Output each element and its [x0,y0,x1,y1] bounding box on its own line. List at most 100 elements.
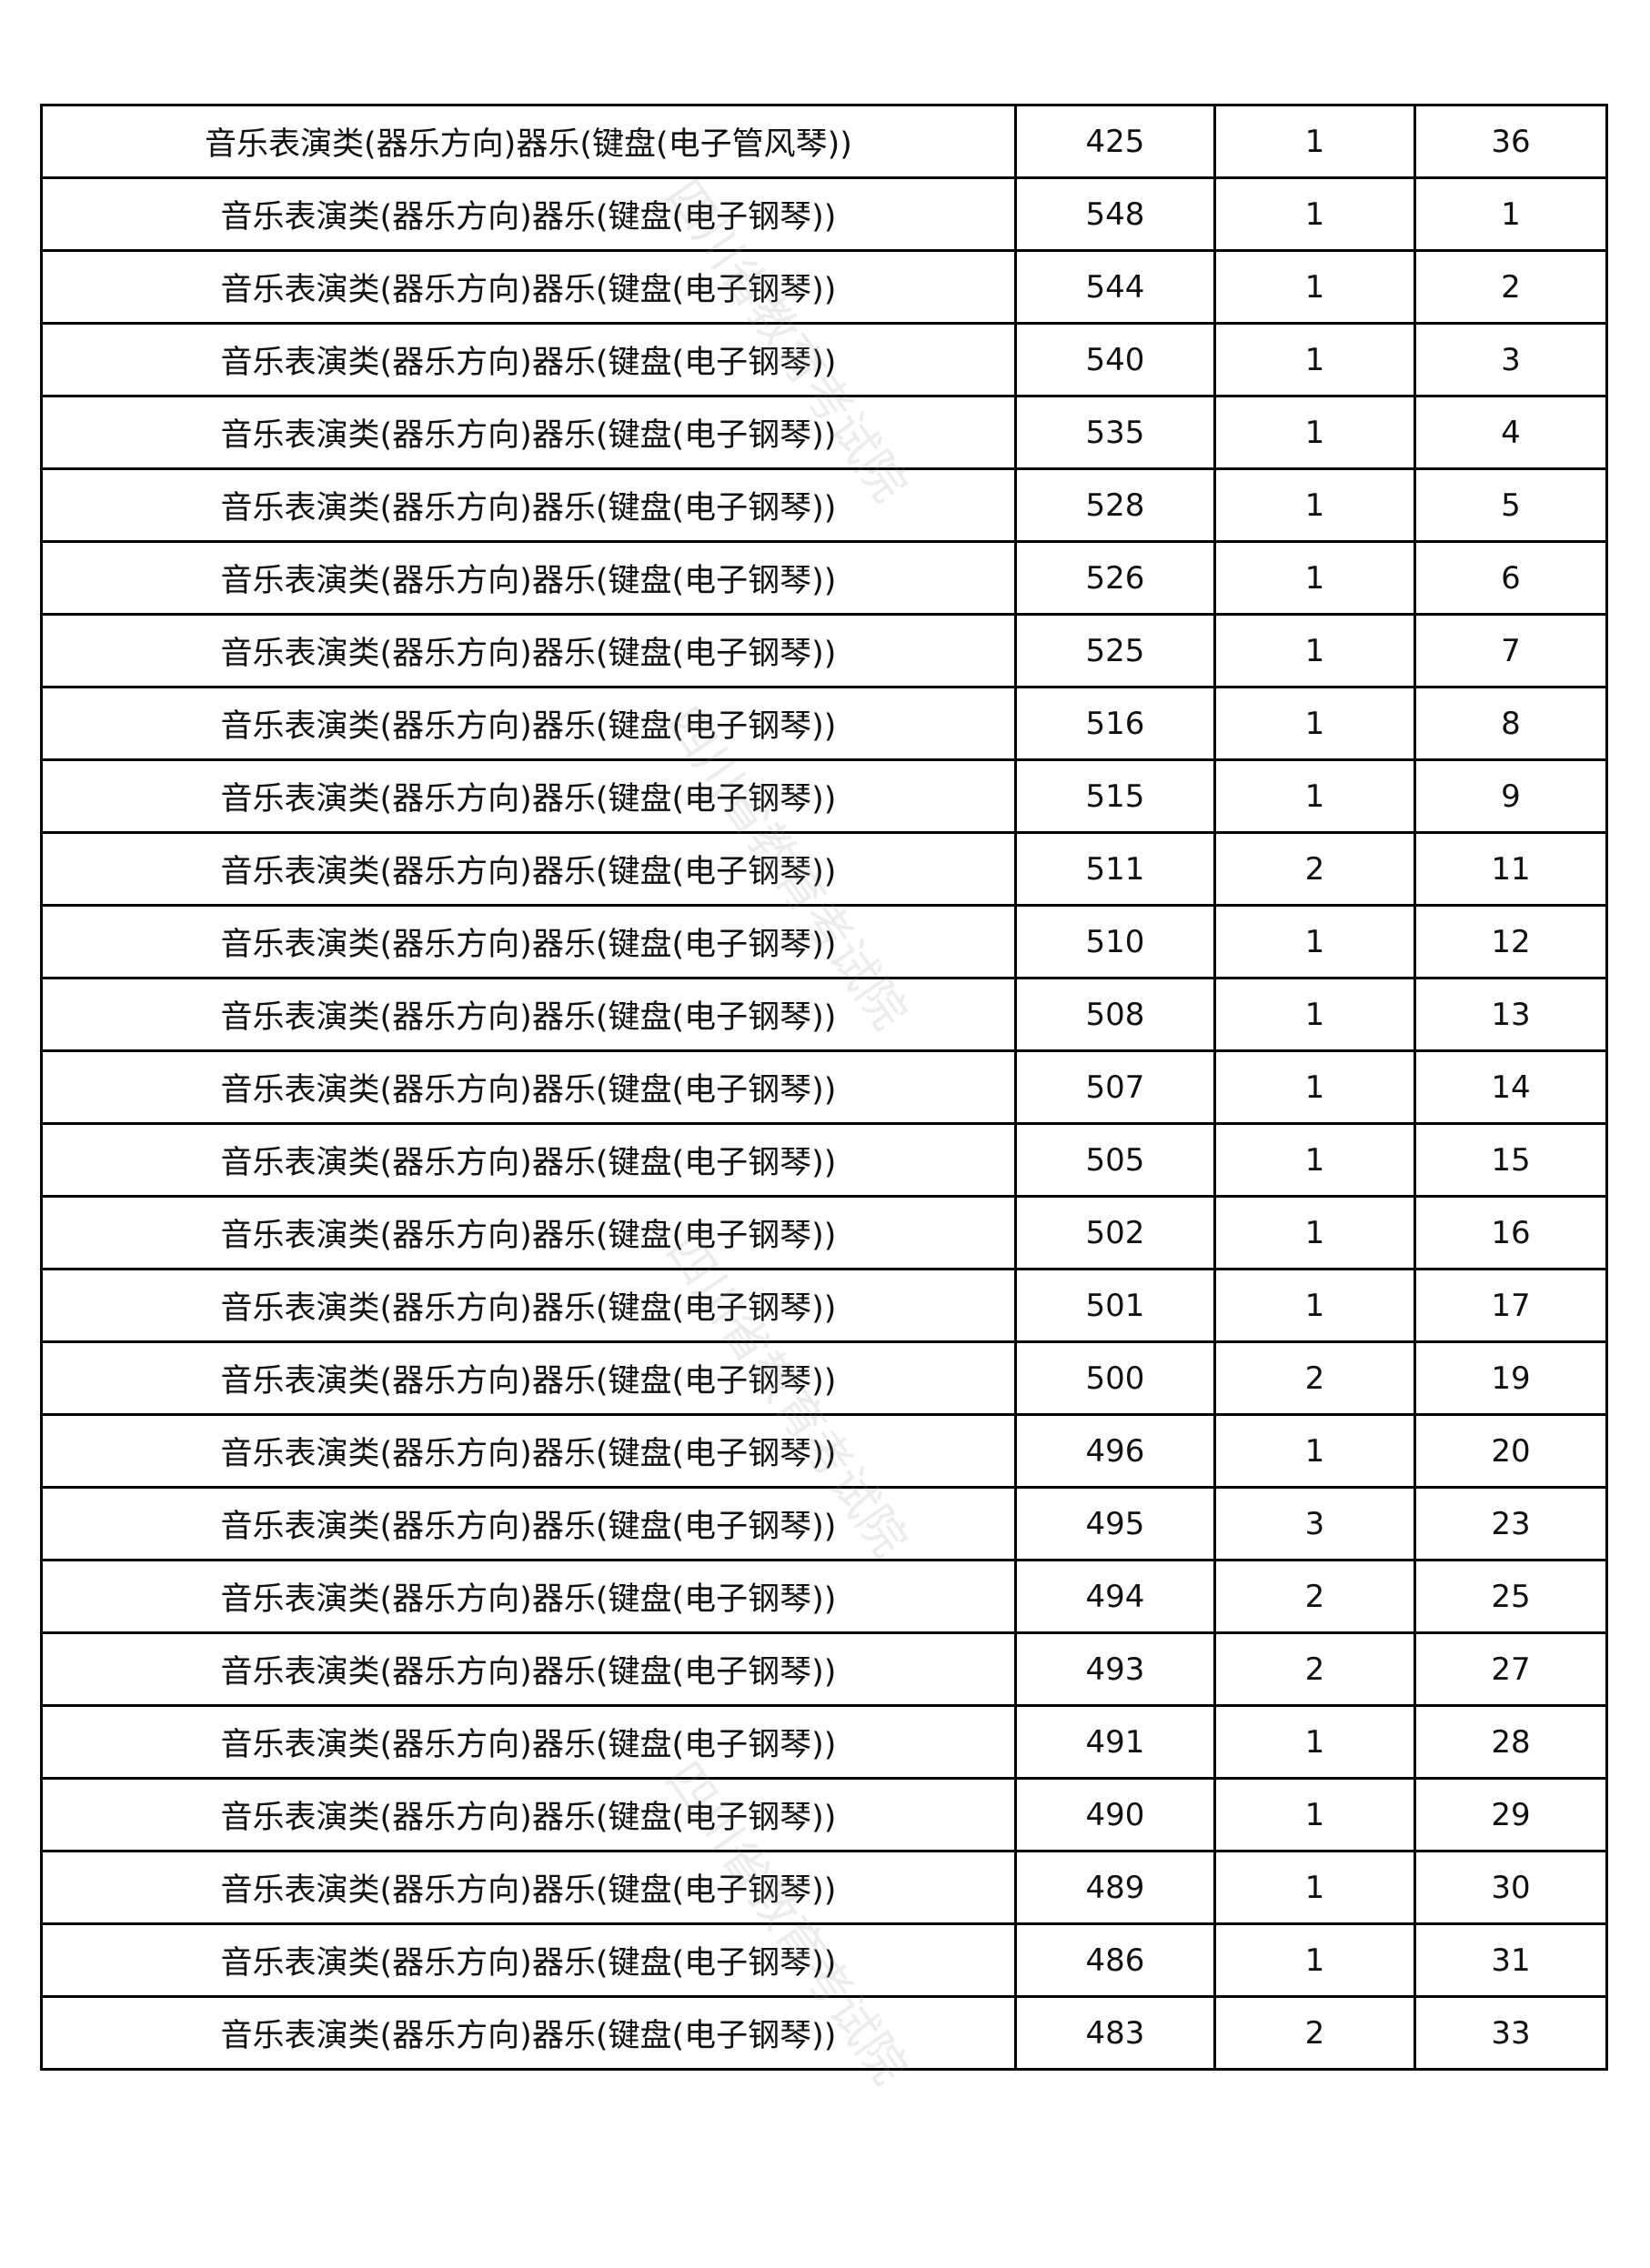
cumulative-cell: 30 [1414,1850,1608,1925]
major-cell: 音乐表演类(器乐方向)器乐(键盘(电子钢琴)) [40,1559,1017,1634]
table-row: 音乐表演类(器乐方向)器乐(键盘(电子钢琴)) 508 1 13 [40,977,1608,1052]
score-cell: 493 [1014,1631,1216,1707]
score-cell: 500 [1014,1340,1216,1416]
score-cell: 483 [1014,1995,1216,2071]
count-cell: 1 [1213,540,1416,616]
table-row: 音乐表演类(器乐方向)器乐(键盘(电子钢琴)) 483 2 33 [40,1995,1608,2071]
count-cell: 2 [1213,1559,1416,1634]
cumulative-cell: 27 [1414,1631,1608,1707]
table-row: 音乐表演类(器乐方向)器乐(键盘(电子钢琴)) 490 1 29 [40,1777,1608,1852]
count-cell: 2 [1213,831,1416,907]
major-cell: 音乐表演类(器乐方向)器乐(键盘(电子钢琴)) [40,977,1017,1052]
cumulative-cell: 6 [1414,540,1608,616]
cumulative-cell: 36 [1414,104,1608,179]
score-table: 音乐表演类(器乐方向)器乐(键盘(电子管风琴)) 425 1 36 音乐表演类(器乐方向… [40,104,1608,2071]
count-cell: 1 [1213,1704,1416,1780]
score-cell: 505 [1014,1122,1216,1198]
table-row: 音乐表演类(器乐方向)器乐(键盘(电子钢琴)) 548 1 1 [40,176,1608,252]
count-cell: 1 [1213,176,1416,252]
score-cell: 496 [1014,1413,1216,1489]
score-cell: 511 [1014,831,1216,907]
cumulative-cell: 13 [1414,977,1608,1052]
count-cell: 1 [1213,758,1416,834]
major-cell: 音乐表演类(器乐方向)器乐(键盘(电子钢琴)) [40,1704,1017,1780]
table-row: 音乐表演类(器乐方向)器乐(键盘(电子钢琴)) 540 1 3 [40,322,1608,397]
cumulative-cell: 17 [1414,1268,1608,1343]
count-cell: 1 [1213,395,1416,470]
count-cell: 1 [1213,904,1416,979]
score-cell: 502 [1014,1195,1216,1270]
score-cell: 507 [1014,1049,1216,1125]
count-cell: 1 [1213,977,1416,1052]
cumulative-cell: 7 [1414,613,1608,688]
cumulative-cell: 15 [1414,1122,1608,1198]
table-row: 音乐表演类(器乐方向)器乐(键盘(电子钢琴)) 502 1 16 [40,1195,1608,1270]
cumulative-cell: 14 [1414,1049,1608,1125]
count-cell: 1 [1213,104,1416,179]
table-row: 音乐表演类(器乐方向)器乐(键盘(电子钢琴)) 544 1 2 [40,249,1608,325]
table-row: 音乐表演类(器乐方向)器乐(键盘(电子钢琴)) 516 1 8 [40,686,1608,761]
count-cell: 1 [1213,613,1416,688]
major-cell: 音乐表演类(器乐方向)器乐(键盘(电子钢琴)) [40,1486,1017,1561]
major-cell: 音乐表演类(器乐方向)器乐(键盘(电子管风琴)) [40,104,1017,179]
major-cell: 音乐表演类(器乐方向)器乐(键盘(电子钢琴)) [40,1122,1017,1198]
score-cell: 486 [1014,1922,1216,1998]
score-cell: 490 [1014,1777,1216,1852]
count-cell: 1 [1213,1268,1416,1343]
score-cell: 425 [1014,104,1216,179]
table-row: 音乐表演类(器乐方向)器乐(键盘(电子钢琴)) 486 1 31 [40,1922,1608,1998]
table-row: 音乐表演类(器乐方向)器乐(键盘(电子钢琴)) 491 1 28 [40,1704,1608,1780]
table-row: 音乐表演类(器乐方向)器乐(键盘(电子钢琴)) 501 1 17 [40,1268,1608,1343]
count-cell: 1 [1213,1777,1416,1852]
count-cell: 2 [1213,1631,1416,1707]
score-cell: 489 [1014,1850,1216,1925]
count-cell: 2 [1213,1340,1416,1416]
major-cell: 音乐表演类(器乐方向)器乐(键盘(电子钢琴)) [40,1631,1017,1707]
table-row: 音乐表演类(器乐方向)器乐(键盘(电子钢琴)) 493 2 27 [40,1631,1608,1707]
score-cell: 495 [1014,1486,1216,1561]
table-row: 音乐表演类(器乐方向)器乐(键盘(电子管风琴)) 425 1 36 [40,104,1608,179]
major-cell: 音乐表演类(器乐方向)器乐(键盘(电子钢琴)) [40,1340,1017,1416]
table-row: 音乐表演类(器乐方向)器乐(键盘(电子钢琴)) 500 2 19 [40,1340,1608,1416]
major-cell: 音乐表演类(器乐方向)器乐(键盘(电子钢琴)) [40,904,1017,979]
score-cell: 528 [1014,467,1216,543]
table-row: 音乐表演类(器乐方向)器乐(键盘(电子钢琴)) 510 1 12 [40,904,1608,979]
table-row: 音乐表演类(器乐方向)器乐(键盘(电子钢琴)) 526 1 6 [40,540,1608,616]
table-row: 音乐表演类(器乐方向)器乐(键盘(电子钢琴)) 496 1 20 [40,1413,1608,1489]
count-cell: 1 [1213,1049,1416,1125]
table-row: 音乐表演类(器乐方向)器乐(键盘(电子钢琴)) 511 2 11 [40,831,1608,907]
major-cell: 音乐表演类(器乐方向)器乐(键盘(电子钢琴)) [40,1850,1017,1925]
score-cell: 540 [1014,322,1216,397]
count-cell: 1 [1213,467,1416,543]
major-cell: 音乐表演类(器乐方向)器乐(键盘(电子钢琴)) [40,1195,1017,1270]
score-cell: 544 [1014,249,1216,325]
table-row: 音乐表演类(器乐方向)器乐(键盘(电子钢琴)) 489 1 30 [40,1850,1608,1925]
score-cell: 510 [1014,904,1216,979]
score-cell: 501 [1014,1268,1216,1343]
major-cell: 音乐表演类(器乐方向)器乐(键盘(电子钢琴)) [40,322,1017,397]
major-cell: 音乐表演类(器乐方向)器乐(键盘(电子钢琴)) [40,613,1017,688]
cumulative-cell: 4 [1414,395,1608,470]
count-cell: 3 [1213,1486,1416,1561]
count-cell: 1 [1213,1922,1416,1998]
table-row: 音乐表演类(器乐方向)器乐(键盘(电子钢琴)) 505 1 15 [40,1122,1608,1198]
major-cell: 音乐表演类(器乐方向)器乐(键盘(电子钢琴)) [40,176,1017,252]
cumulative-cell: 25 [1414,1559,1608,1634]
cumulative-cell: 11 [1414,831,1608,907]
score-cell: 526 [1014,540,1216,616]
count-cell: 1 [1213,322,1416,397]
score-cell: 548 [1014,176,1216,252]
score-cell: 516 [1014,686,1216,761]
cumulative-cell: 3 [1414,322,1608,397]
count-cell: 1 [1213,1195,1416,1270]
major-cell: 音乐表演类(器乐方向)器乐(键盘(电子钢琴)) [40,1922,1017,1998]
major-cell: 音乐表演类(器乐方向)器乐(键盘(电子钢琴)) [40,1268,1017,1343]
major-cell: 音乐表演类(器乐方向)器乐(键盘(电子钢琴)) [40,831,1017,907]
cumulative-cell: 29 [1414,1777,1608,1852]
count-cell: 2 [1213,1995,1416,2071]
table-row: 音乐表演类(器乐方向)器乐(键盘(电子钢琴)) 528 1 5 [40,467,1608,543]
table-row: 音乐表演类(器乐方向)器乐(键盘(电子钢琴)) 494 2 25 [40,1559,1608,1634]
score-cell: 525 [1014,613,1216,688]
score-cell: 508 [1014,977,1216,1052]
score-cell: 515 [1014,758,1216,834]
